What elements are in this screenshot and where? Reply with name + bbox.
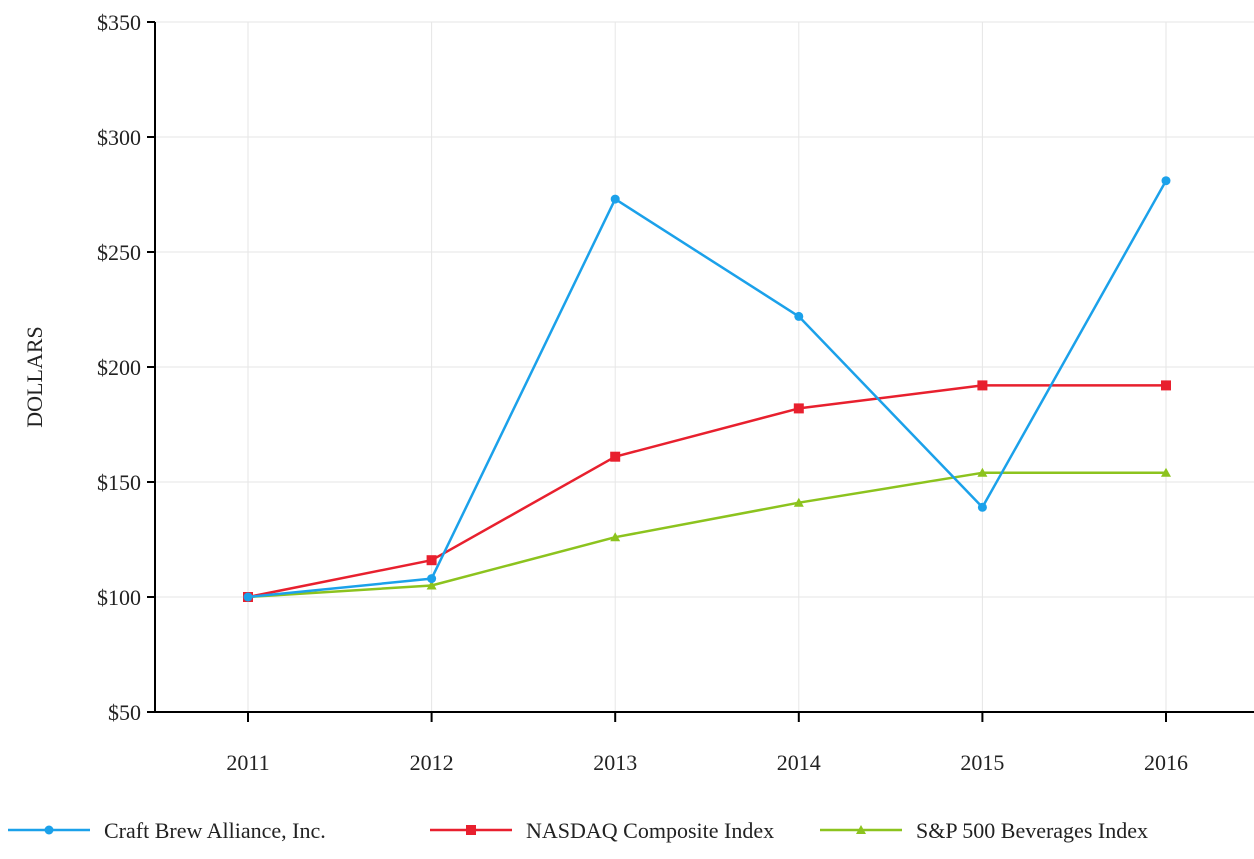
legend-item: S&P 500 Beverages Index <box>820 818 1148 843</box>
series-line <box>247 180 1168 599</box>
gridlines <box>155 21 1254 712</box>
data-point-circle <box>1161 176 1171 186</box>
data-point-circle <box>794 311 804 321</box>
data-point-square <box>466 825 476 835</box>
data-point-triangle <box>977 467 988 477</box>
y-tick-labels: $50 $100 $150 $200 $250 $300 $350 <box>97 10 141 725</box>
y-tick-label: $100 <box>97 585 141 610</box>
data-point-circle <box>243 592 253 602</box>
data-point-circle <box>610 194 620 204</box>
data-point-circle <box>977 502 987 512</box>
legend-item: Craft Brew Alliance, Inc. <box>8 818 326 843</box>
data-point-triangle <box>610 532 621 542</box>
data-point-triangle <box>793 497 804 507</box>
y-tick-label: $50 <box>108 700 141 725</box>
x-tick-label: 2016 <box>1144 750 1188 775</box>
data-point-circle <box>44 825 54 835</box>
y-tick-label: $350 <box>97 10 141 35</box>
data-point-square <box>977 380 988 391</box>
y-tick-label: $150 <box>97 470 141 495</box>
data-point-square <box>1161 380 1171 391</box>
x-tick-label: 2011 <box>226 750 269 775</box>
data-point-triangle <box>426 580 437 590</box>
data-point-square <box>610 451 621 462</box>
x-tick-label: 2015 <box>960 750 1004 775</box>
axes <box>147 21 1254 722</box>
x-tick-label: 2013 <box>593 750 637 775</box>
x-tick-labels: 2011 2012 2013 2014 2015 2016 <box>226 750 1188 775</box>
series-line <box>247 384 1166 599</box>
series-line <box>247 471 1166 599</box>
data-point-square <box>793 403 804 414</box>
y-tick-label: $300 <box>97 125 141 150</box>
legend-item: NASDAQ Composite Index <box>430 818 774 843</box>
legend-label: Craft Brew Alliance, Inc. <box>104 818 326 843</box>
x-tick-label: 2012 <box>410 750 454 775</box>
y-axis-title: DOLLARS <box>22 326 47 427</box>
x-tick-label: 2014 <box>777 750 821 775</box>
series-2 <box>243 467 1171 601</box>
legend-label: S&P 500 Beverages Index <box>916 818 1148 843</box>
data-point-triangle <box>856 825 866 834</box>
y-tick-label: $200 <box>97 355 141 380</box>
series-0 <box>243 176 1171 602</box>
series-lines <box>243 176 1171 602</box>
series-1 <box>243 380 1171 602</box>
legend-label: NASDAQ Composite Index <box>526 818 774 843</box>
legend: Craft Brew Alliance, Inc. NASDAQ Composit… <box>8 818 1148 843</box>
y-tick-label: $250 <box>97 240 141 265</box>
data-point-triangle <box>1161 467 1171 477</box>
data-point-circle <box>427 574 437 584</box>
data-point-square <box>426 555 437 566</box>
